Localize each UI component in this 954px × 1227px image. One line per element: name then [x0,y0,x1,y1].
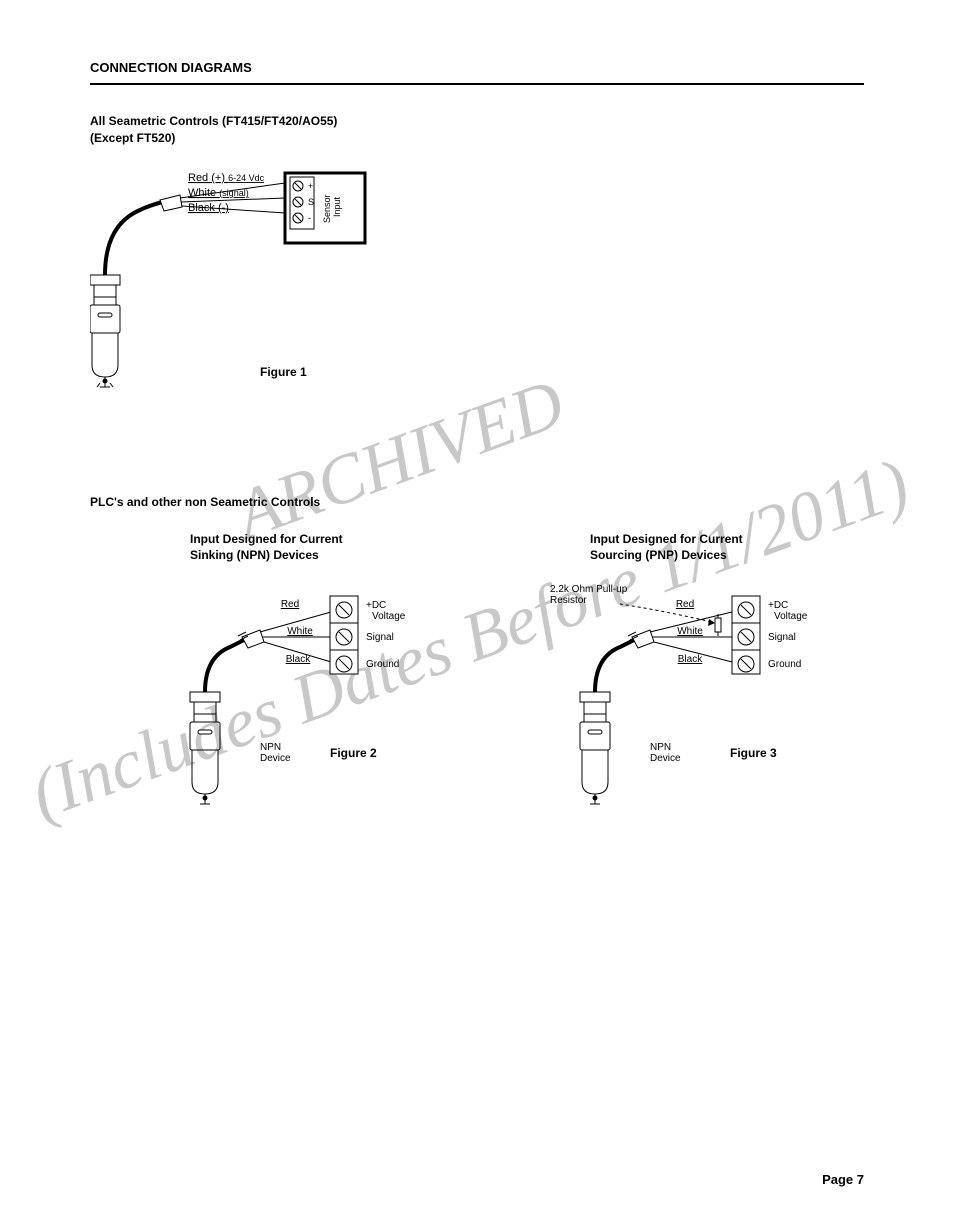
svg-text:Red (+) 6-24 Vdc: Red (+) 6-24 Vdc [188,172,265,184]
svg-text:Input: Input [332,196,342,217]
svg-text:White (signal): White (signal) [188,187,249,199]
figure-3-heading: Input Designed for Current Sourcing (PNP… [590,531,870,565]
svg-text:Device: Device [260,753,291,764]
figure-2-heading: Input Designed for Current Sinking (NPN)… [190,531,450,565]
section-divider [90,83,864,85]
svg-text:White: White [287,626,313,637]
figure-1-svg: Red (+) 6-24 Vdc White (signal) Black (-… [90,165,450,395]
svg-text:Ground: Ground [768,659,801,670]
svg-text:Sensor: Sensor [322,194,332,223]
svg-text:Voltage: Voltage [372,611,406,622]
section2-heading: PLC's and other non Seametric Controls [90,495,864,509]
svg-text:NPN: NPN [260,742,281,753]
svg-text:+DC: +DC [768,600,788,611]
svg-text:Signal: Signal [366,632,394,643]
figure-1: Red (+) 6-24 Vdc White (signal) Black (-… [90,165,864,395]
svg-text:Black (-): Black (-) [188,202,229,214]
figure-3-svg: 2.2k Ohm Pull-up Resistor Red White Blac… [490,582,870,812]
svg-text:Red: Red [281,599,299,610]
sub-heading: All Seametric Controls (FT415/FT420/AO55… [90,113,864,147]
svg-text:+: + [308,181,313,191]
svg-text:Ground: Ground [366,659,399,670]
svg-text:S: S [308,197,314,207]
sub-heading-line2: (Except FT520) [90,131,175,145]
svg-text:Red: Red [676,599,694,610]
svg-text:Resistor: Resistor [550,595,587,606]
figure-1-caption: Figure 1 [260,365,307,379]
sub-heading-line1: All Seametric Controls (FT415/FT420/AO55… [90,114,337,128]
svg-text:NPN: NPN [650,742,671,753]
svg-text:Device: Device [650,753,681,764]
section-heading: CONNECTION DIAGRAMS [90,60,864,75]
svg-text:Black: Black [286,654,311,665]
svg-text:2.2k Ohm Pull-up: 2.2k Ohm Pull-up [550,584,628,595]
svg-text:-: - [308,213,311,223]
svg-text:Figure 3: Figure 3 [730,746,777,760]
svg-text:White: White [677,626,703,637]
figure-3-column: Input Designed for Current Sourcing (PNP… [490,531,870,818]
figure-2-column: Input Designed for Current Sinking (NPN)… [90,531,450,818]
page-number: Page 7 [822,1172,864,1187]
svg-text:Signal: Signal [768,632,796,643]
svg-text:+DC: +DC [366,600,386,611]
svg-text:Black: Black [678,654,703,665]
svg-text:Figure 2: Figure 2 [330,746,377,760]
svg-text:Voltage: Voltage [774,611,808,622]
figure-2-svg: Red White Black +DC Voltage Signal Groun… [90,582,450,812]
